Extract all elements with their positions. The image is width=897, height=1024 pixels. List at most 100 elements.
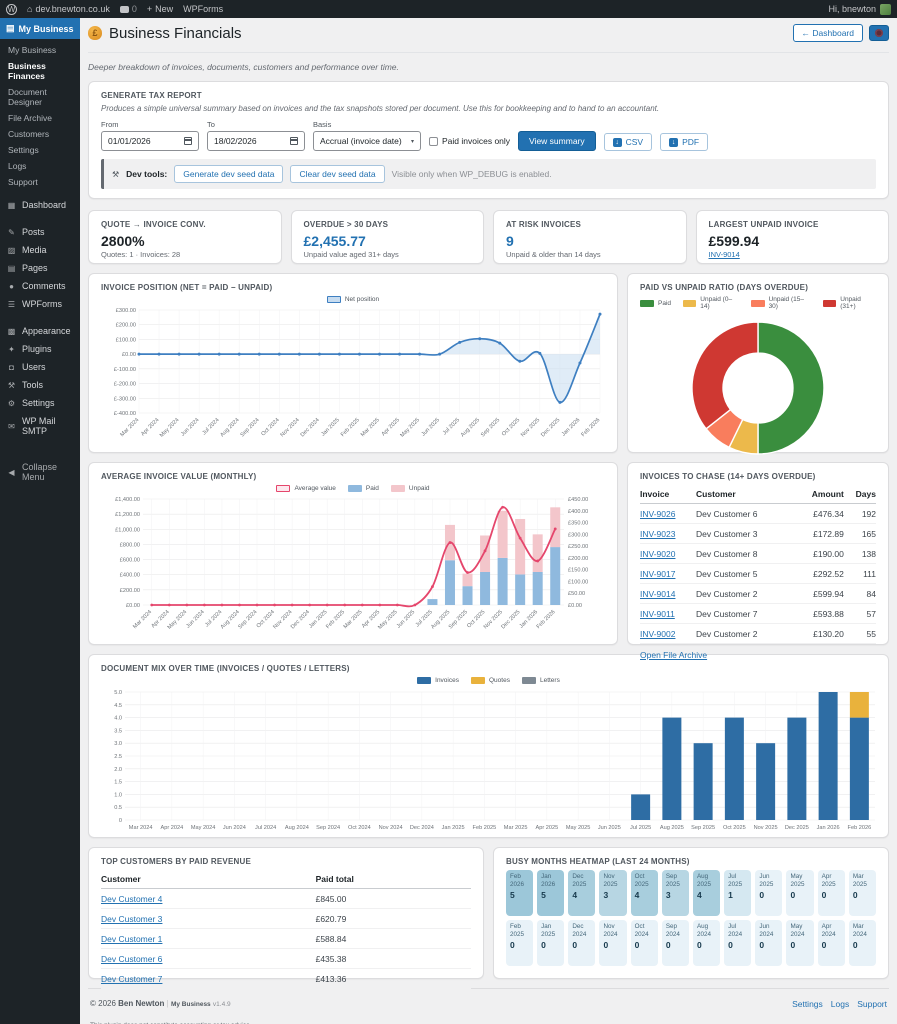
- svg-text:Sep 2024: Sep 2024: [237, 609, 258, 630]
- plugin-footer: © 2026 Ben Newton | My Business v1.4.9 S…: [88, 988, 889, 1024]
- paid-invoices-only-checkbox[interactable]: [429, 136, 438, 146]
- svg-text:Jun 2025: Jun 2025: [598, 825, 621, 831]
- header-action-button[interactable]: [869, 25, 889, 41]
- sidebar-item-media[interactable]: ▨ Media: [7, 245, 47, 255]
- invoice-link[interactable]: INV-9011: [640, 608, 675, 619]
- svg-text:Dec 2025: Dec 2025: [500, 609, 521, 630]
- sidebar-item-dashboard[interactable]: ▦ Dashboard: [7, 200, 67, 210]
- site-name: dev.bnewton.co.uk: [35, 4, 110, 14]
- svg-text:£1,400.00: £1,400.00: [115, 497, 140, 503]
- sidebar-subitem-my-business[interactable]: My Business: [8, 45, 57, 55]
- svg-text:Feb 2026: Feb 2026: [580, 417, 601, 438]
- csv-export-button[interactable]: ↓ CSV: [603, 133, 653, 151]
- svg-text:Aug 2024: Aug 2024: [219, 417, 240, 438]
- legend-swatch: [683, 299, 697, 307]
- svg-text:Oct 2025: Oct 2025: [501, 417, 521, 437]
- invoice-link[interactable]: INV-9017: [640, 568, 676, 579]
- download-icon: ↓: [669, 137, 679, 147]
- wp-logo-menu[interactable]: W: [6, 3, 17, 15]
- legend-swatch: [390, 485, 405, 492]
- sidebar-item-settings[interactable]: ⚙ Settings: [7, 398, 55, 408]
- comments-count: 0: [131, 4, 137, 14]
- calendar-icon[interactable]: [290, 137, 298, 145]
- sidebar-item-pages[interactable]: ▤ Pages: [7, 263, 48, 273]
- customer-link[interactable]: Dev Customer 7: [101, 973, 163, 984]
- svg-text:Aug 2025: Aug 2025: [460, 417, 481, 438]
- generate-seed-data-button[interactable]: Generate dev seed data: [174, 165, 284, 183]
- open-file-archive-link[interactable]: Open File Archive: [640, 650, 708, 660]
- kpi-overdue-30-days: OVERDUE > 30 DAYS £2,455.77 Unpaid value…: [290, 210, 484, 264]
- pages-icon: ▤: [7, 263, 16, 273]
- invoice-link[interactable]: INV-9020: [640, 548, 676, 559]
- sidebar-item-plugins[interactable]: ✦ Plugins: [0, 340, 80, 358]
- to-label: To: [207, 120, 215, 129]
- sidebar-item-tools[interactable]: ⚒ Tools: [7, 380, 44, 390]
- current-menu-arrow: [75, 23, 85, 34]
- invoice-link[interactable]: INV-9014: [640, 588, 676, 599]
- invoice-link[interactable]: INV-9014: [708, 250, 740, 259]
- svg-text:May 2025: May 2025: [377, 609, 399, 631]
- back-to-dashboard-button[interactable]: ← Dashboard: [792, 24, 863, 42]
- sidebar-subitem-settings[interactable]: Settings: [8, 145, 39, 155]
- customer-link[interactable]: Dev Customer 4: [101, 893, 163, 904]
- average-invoice-chart: £1,400.00 £1,200.00 £1,000.00 £800.00 £600.0…: [115, 497, 588, 631]
- customer-link[interactable]: Dev Customer 6: [101, 953, 163, 964]
- sidebar-item-my-business[interactable]: ▤ My Business: [0, 18, 80, 39]
- heatmap-cell-dec-2024: Dec 2024 0: [568, 920, 596, 966]
- view-summary-button[interactable]: View summary: [518, 131, 596, 151]
- sidebar-item-collapse-menu[interactable]: ◀ Collapse Menu: [0, 458, 80, 486]
- sidebar-item-users[interactable]: ◘ Users: [0, 358, 80, 376]
- doc-mix-legend-item: Invoices: [417, 677, 459, 684]
- table-row: INV-9011 Dev Customer 7 £593.88 57: [640, 603, 876, 624]
- sidebar-item-appearance[interactable]: ▩ Appearance: [7, 326, 71, 336]
- sidebar-subitem-customers[interactable]: Customers: [8, 129, 50, 139]
- invoice-link[interactable]: INV-9023: [640, 528, 676, 539]
- avatar[interactable]: [880, 3, 891, 15]
- calendar-icon[interactable]: [184, 137, 192, 145]
- svg-text:0: 0: [119, 818, 122, 824]
- svg-text:£-300.00: £-300.00: [114, 396, 136, 402]
- sidebar-item-posts[interactable]: ✎ Posts: [0, 223, 80, 241]
- heatmap-cell-jun-2025: Jun 2025 0: [755, 870, 783, 916]
- heatmap-cell-nov-2025: Nov 2025 3: [599, 870, 627, 916]
- invoices-to-chase-table: Invoice Customer Amount Days INV-9026 Dev…: [640, 485, 876, 644]
- footer-link-logs[interactable]: Logs: [830, 999, 850, 1009]
- sidebar-subitem-document-designer[interactable]: Document Designer: [8, 87, 47, 107]
- sidebar-subitem-logs[interactable]: Logs: [8, 161, 27, 171]
- account-greeting[interactable]: Hi, bnewton: [828, 4, 876, 14]
- table-row: Dev Customer 6 £435.38: [101, 948, 471, 969]
- sidebar-subitem-business-finances[interactable]: Business Finances: [8, 61, 46, 81]
- heatmap-cell-sep-2025: Sep 2025 3: [661, 870, 689, 916]
- new-menu[interactable]: + New: [146, 4, 174, 14]
- net-position-legend-item: Net position: [326, 296, 379, 303]
- from-date-input[interactable]: 01/01/2026: [101, 131, 199, 151]
- comments-menu[interactable]: 0: [119, 4, 137, 14]
- tax-report-description: Produces a simple universal summary base…: [101, 104, 660, 113]
- sidebar-item-comments[interactable]: ● Comments: [0, 277, 80, 295]
- customer-link[interactable]: Dev Customer 1: [101, 933, 163, 944]
- sidebar-item-wpforms[interactable]: ☰ WPForms: [7, 299, 62, 309]
- svg-text:0.5: 0.5: [114, 805, 122, 811]
- svg-text:Mar 2024: Mar 2024: [119, 417, 140, 438]
- my-business-submenu: My Business Business Finances Document Des…: [0, 39, 80, 196]
- footer-link-support[interactable]: Support: [857, 999, 887, 1009]
- svg-text:1.5: 1.5: [114, 780, 122, 786]
- footer-link-settings[interactable]: Settings: [792, 999, 823, 1009]
- to-date-input[interactable]: 18/02/2026: [207, 131, 305, 151]
- clear-seed-data-button[interactable]: Clear dev seed data: [290, 165, 385, 183]
- svg-text:Apr 2025: Apr 2025: [381, 417, 401, 437]
- invoice-link[interactable]: INV-9026: [640, 508, 676, 519]
- sidebar-subitem-support[interactable]: Support: [8, 177, 38, 187]
- basis-select[interactable]: Accrual (invoice date) ▾: [313, 131, 421, 151]
- svg-text:Apr 2024: Apr 2024: [140, 417, 160, 437]
- site-menu[interactable]: ⌂ dev.bnewton.co.uk: [27, 4, 110, 14]
- invoice-link[interactable]: INV-9002: [640, 628, 676, 639]
- kpi-at-risk-invoices: AT RISK INVOICES 9 Unpaid & older than 1…: [493, 210, 687, 264]
- wpforms-menu[interactable]: WPForms: [183, 4, 224, 14]
- svg-text:Mar 2025: Mar 2025: [360, 417, 381, 438]
- pdf-export-button[interactable]: ↓ PDF: [660, 133, 709, 151]
- customer-link[interactable]: Dev Customer 3: [101, 913, 163, 924]
- sidebar-subitem-file-archive[interactable]: File Archive: [8, 113, 52, 123]
- sidebar-item-wp-mail-smtp[interactable]: ✉ WP Mail SMTP: [0, 412, 80, 440]
- avg-legend-item: Average value: [276, 485, 336, 492]
